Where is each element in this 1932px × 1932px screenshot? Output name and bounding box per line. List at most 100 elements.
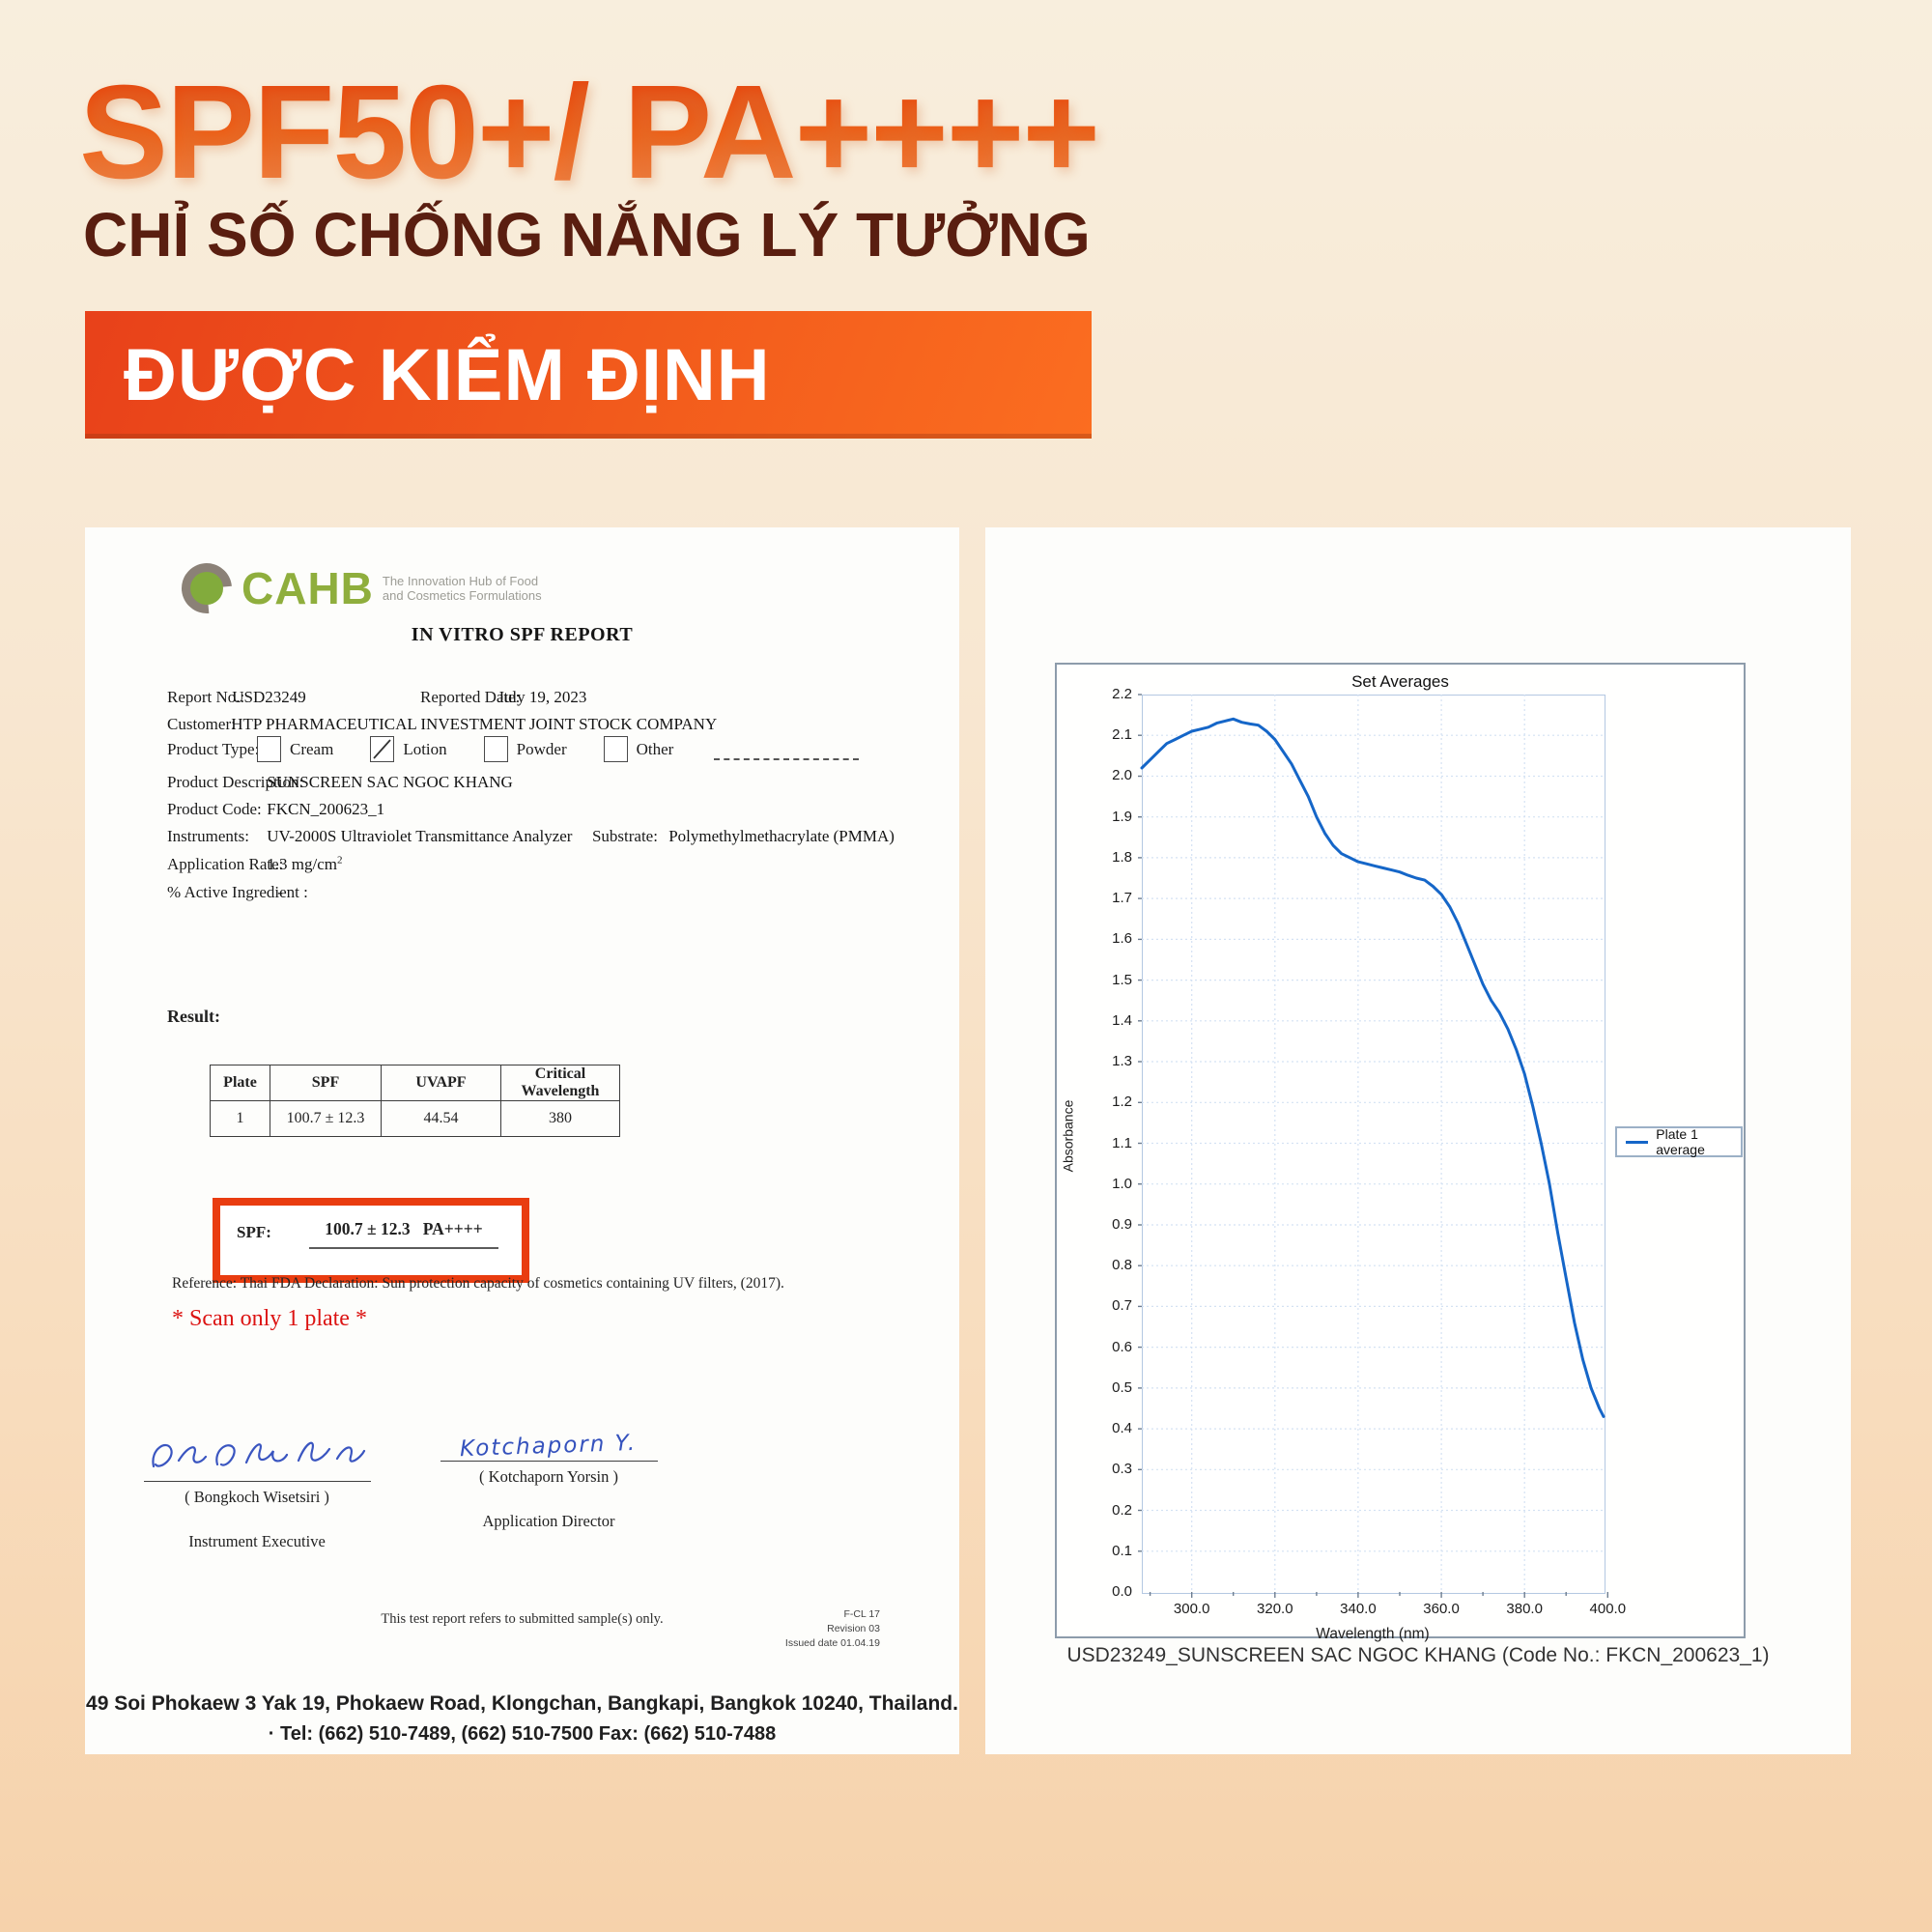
active-ingredient-value: - [277,883,283,901]
chart-legend: Plate 1 average [1615,1126,1743,1157]
y-axis-title: Absorbance [1060,1099,1076,1173]
y-tick-label: 0.1 [1112,1542,1132,1559]
y-tick-label: 1.7 [1112,890,1132,907]
substrate-label: Substrate: [591,827,658,845]
reported-date-value: July 19, 2023 [497,688,587,706]
checkbox-label: Cream [290,739,334,758]
signatory-name-left: ( Bongkoch Wisetsiri ) [185,1488,329,1506]
checkbox-unchecked [483,736,508,762]
x-tick-label: 400.0 [1589,1601,1627,1617]
instruments-value: UV-2000S Ultraviolet Transmittance Analy… [267,827,573,845]
y-tick-label: 0.0 [1112,1583,1132,1600]
active-ingredient-row: % Active Ingredient : - [167,883,308,901]
y-tick-label: 0.6 [1112,1338,1132,1355]
y-tick-label: 1.2 [1112,1094,1132,1111]
y-tick-label: 0.9 [1112,1215,1132,1233]
signature-block-left: ( Bongkoch Wisetsiri ) Instrument Execut… [112,1435,402,1551]
spf-label: SPF: [237,1223,271,1241]
product-type-row: Product Type: Cream Lotion Powder Other [167,736,860,762]
y-tick-label: 2.0 [1112,767,1132,784]
product-type-option-other: Other [603,736,674,762]
lab-phone: · Tel: (662) 510-7489, (662) 510-7500 Fa… [268,1723,777,1745]
instruments-row: Instruments: UV-2000S Ultraviolet Transm… [167,827,895,845]
report-no-value: USD23249 [232,688,306,706]
spf-highlight-box: SPF: 100.7 ± 12.3 PA++++ [213,1198,529,1283]
result-cell: 380 [500,1100,620,1137]
result-col-header: SPF [270,1065,382,1101]
verified-banner-label: ĐƯỢC KIỂM ĐỊNH [124,333,771,416]
application-rate-value: 1.3 mg/cm2 [267,854,343,873]
signature-bongkoch-handwriting [152,1441,366,1468]
y-tick-label: 0.4 [1112,1420,1132,1437]
customer-value: HTP PHARMACEUTICAL INVESTMENT JOINT STOC… [231,715,718,733]
product-code-value: FKCN_200623_1 [267,800,385,818]
cahb-tagline: The Innovation Hub of Food and Cosmetics… [382,574,542,603]
form-meta: F-CL 17 Revision 03 Issued date 01.04.19 [785,1607,880,1651]
product-type-option-powder: Powder [483,736,567,762]
plot-area [1142,695,1605,1594]
result-cell: 100.7 ± 12.3 [270,1100,382,1137]
chart-title: Set Averages [1351,672,1449,691]
x-tick-label: 380.0 [1506,1601,1543,1617]
result-col-header: Plate [210,1065,270,1101]
y-tick-label: 2.2 [1112,686,1132,702]
form-issued: Issued date 01.04.19 [784,1637,880,1649]
y-tick-label: 1.3 [1112,1053,1132,1070]
footer-note: This test report refers to submitted sam… [381,1611,664,1627]
checkbox-label: Other [636,739,674,758]
x-tick-label: 320.0 [1257,1601,1293,1617]
result-col-header: Critical Wavelength [500,1065,620,1101]
checkbox-label: Powder [516,739,567,758]
chart-frame: Set Averages 0.0 0.1 0.2 0.3 0.4 0.5 0.6 0.7 0.8… [1055,663,1746,1642]
y-tick-label: 0.8 [1112,1257,1132,1274]
spf-value: 100.7 ± 12.3 PA++++ [309,1219,498,1249]
product-code-row: Product Code: FKCN_200623_1 [167,800,385,818]
product-description-row: Product Description: SUNSCREEN SAC NGOC … [167,773,513,791]
checkbox-unchecked [603,736,628,762]
y-tick-label: 0.7 [1112,1297,1132,1315]
result-cell: 44.54 [381,1100,501,1137]
product-type-option-lotion: Lotion [370,736,447,762]
legend-label: Plate 1 average [1656,1126,1705,1157]
legend-line-swatch [1626,1140,1649,1144]
reference-line: Reference: Thai FDA Declaration: Sun pro… [172,1275,784,1292]
cahb-brand: CAHB [242,563,374,613]
y-tick-label: 0.3 [1112,1461,1132,1478]
result-cell: 1 [210,1100,270,1137]
checkbox-label: Lotion [403,739,447,758]
product-description-value: SUNSCREEN SAC NGOC KHANG [267,773,513,791]
signature-kotchaporn-handwriting: Kotchaporn Y. [460,1430,638,1463]
cahb-logo: CAHB The Innovation Hub of Food and Cosm… [171,553,542,624]
hero-title: SPF50+/ PA++++ [79,56,1238,210]
signature-block-right: Kotchaporn Y. ( Kotchaporn Yorsin ) Appl… [413,1430,684,1531]
chart-caption: USD23249_SUNSCREEN SAC NGOC KHANG (Code … [1066,1644,1770,1666]
reported-date-row: Reported Date: July 19, 2023 [420,688,587,706]
y-tick-label: 2.1 [1112,726,1132,744]
signature-line-right [440,1461,658,1462]
other-dashed-line [714,739,860,760]
report-no-row: Report No.: USD23249 [167,688,306,706]
spf-report-page: CAHB The Innovation Hub of Food and Cosm… [85,527,959,1754]
substrate-value: Polymethylmethacrylate (PMMA) [668,827,895,845]
y-tick-label: 0.5 [1112,1378,1132,1396]
result-label: Result: [167,1007,220,1026]
scan-note: * Scan only 1 plate * [172,1306,367,1331]
y-tick-label: 0.2 [1112,1501,1132,1519]
plate1-average-line [1140,717,1605,1418]
checkbox-checked [370,736,395,762]
y-tick-label: 1.5 [1112,971,1132,988]
x-axis-title: Wavelength (nm) [1316,1626,1430,1642]
y-tick-label: 1.6 [1112,930,1132,948]
absorbance-curve-plot [1138,694,1608,1598]
x-tick-label: 340.0 [1340,1601,1377,1617]
y-tick-label: 1.4 [1112,1011,1132,1029]
x-tick-label: 360.0 [1423,1601,1460,1617]
result-col-header: UVAPF [381,1065,501,1101]
signatory-title-left: Instrument Executive [188,1532,326,1550]
checkbox-unchecked [257,736,281,762]
y-tick-label: 1.1 [1112,1134,1132,1151]
signature-line-left [143,1481,371,1482]
report-title: IN VITRO SPF REPORT [411,624,634,645]
x-tick-label: 300.0 [1173,1601,1210,1617]
